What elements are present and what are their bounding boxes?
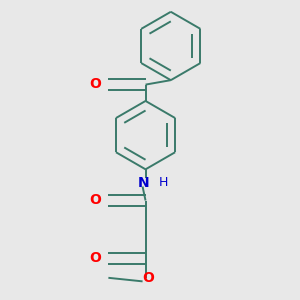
Text: O: O (142, 271, 154, 285)
Text: O: O (89, 77, 101, 91)
Text: O: O (89, 251, 101, 265)
Text: H: H (159, 176, 168, 189)
Text: N: N (138, 176, 150, 190)
Text: O: O (89, 193, 101, 207)
